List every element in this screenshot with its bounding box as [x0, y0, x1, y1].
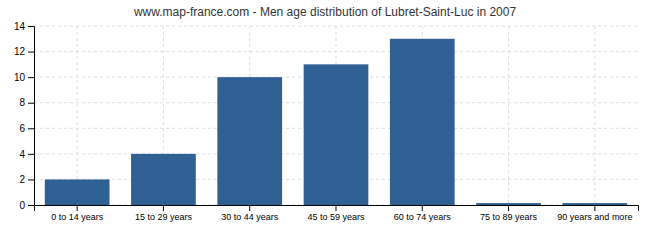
- y-tick: 4: [19, 149, 34, 160]
- x-tick-label: 90 years and more: [557, 212, 632, 222]
- y-tick: 10: [14, 72, 34, 83]
- y-tick: 12: [14, 46, 34, 57]
- y-tick-label: 6: [19, 123, 25, 134]
- y-tick-label: 4: [19, 149, 25, 160]
- x-tick: 60 to 74 years: [394, 205, 452, 222]
- y-tick-mark: [28, 77, 34, 78]
- chart: www.map-france.com - Men age distributio…: [0, 0, 650, 229]
- y-tick: 2: [19, 174, 34, 185]
- y-tick-label: 12: [14, 46, 26, 57]
- x-grid-line: [508, 26, 509, 205]
- y-tick: 6: [19, 123, 34, 134]
- y-tick-mark: [28, 128, 34, 129]
- x-tick-label: 0 to 14 years: [51, 212, 104, 222]
- chart-container: www.map-france.com - Men age distributio…: [0, 0, 650, 229]
- grid: [34, 26, 638, 205]
- x-tick-label: 60 to 74 years: [394, 212, 452, 222]
- y-tick: 8: [19, 97, 34, 108]
- x-tick-label: 30 to 44 years: [221, 212, 279, 222]
- y-tick-mark: [28, 52, 34, 53]
- bar: [45, 179, 110, 205]
- bar: [563, 203, 628, 205]
- x-tick: 45 to 59 years: [307, 205, 365, 222]
- y-tick-label: 14: [14, 21, 26, 32]
- bars: [45, 39, 627, 205]
- x-tick-label: 15 to 29 years: [135, 212, 193, 222]
- x-tick-mark: [336, 205, 337, 211]
- bar: [476, 203, 541, 205]
- x-tick-mark: [163, 205, 164, 211]
- bar: [390, 39, 455, 205]
- y-tick: 0: [19, 200, 34, 211]
- x-tick: 15 to 29 years: [135, 205, 193, 222]
- x-tick-mark: [422, 205, 423, 211]
- y-axis-line: [28, 27, 35, 206]
- x-tick: 90 years and more: [557, 205, 632, 222]
- x-axis: 0 to 14 years 15 to 29 years 30 to 44 year…: [35, 205, 639, 222]
- y-tick-label: 10: [14, 72, 26, 83]
- y-tick-label: 2: [19, 174, 25, 185]
- y-tick-label: 8: [19, 97, 25, 108]
- x-tick: 0 to 14 years: [51, 205, 104, 222]
- y-tick-mark: [28, 154, 34, 155]
- y-tick-mark: [28, 179, 34, 180]
- bar: [217, 77, 282, 205]
- x-tick-label: 75 to 89 years: [480, 212, 538, 222]
- x-grid-line: [594, 26, 595, 205]
- y-tick: 14: [14, 21, 34, 32]
- x-tick: 30 to 44 years: [221, 205, 279, 222]
- x-tick-mark: [77, 205, 78, 211]
- x-grid-line: [77, 26, 78, 205]
- x-axis-line: [35, 206, 639, 212]
- y-tick-mark: [28, 103, 34, 104]
- y-tick-label: 0: [19, 200, 25, 211]
- x-tick-label: 45 to 59 years: [307, 212, 365, 222]
- x-tick-mark: [594, 205, 595, 211]
- y-tick-mark: [28, 205, 34, 206]
- x-tick: 75 to 89 years: [480, 205, 538, 222]
- y-tick-mark: [28, 26, 34, 27]
- x-tick-mark: [508, 205, 509, 211]
- bar: [131, 154, 196, 205]
- bar: [304, 64, 369, 205]
- title: www.map-france.com - Men age distributio…: [133, 5, 517, 19]
- y-axis: 0 2 4 6 8 10 12 14: [14, 21, 35, 211]
- x-tick-mark: [249, 205, 250, 211]
